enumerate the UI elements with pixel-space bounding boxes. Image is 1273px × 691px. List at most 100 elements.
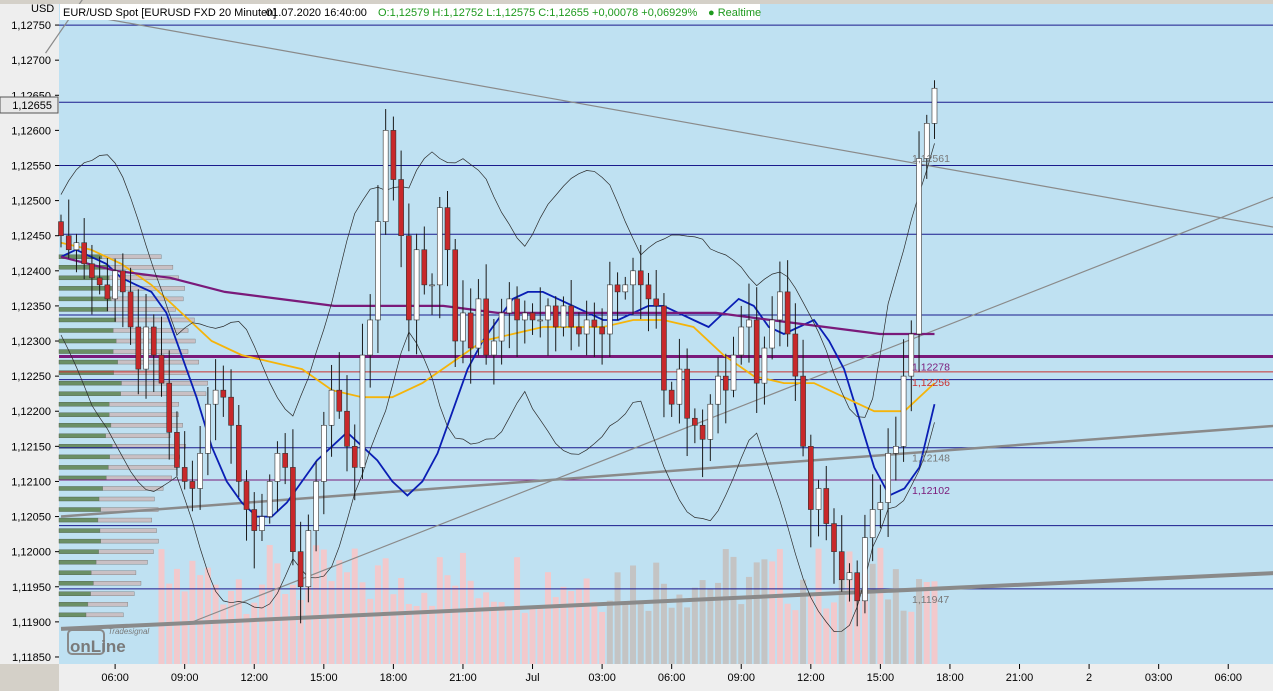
candle-down[interactable]	[243, 481, 250, 510]
candle-down[interactable]	[614, 284, 621, 293]
candle-down[interactable]	[668, 389, 675, 405]
candle-up[interactable]	[777, 291, 783, 321]
candle-up[interactable]	[607, 284, 613, 335]
candle-up[interactable]	[815, 488, 822, 510]
candle-down[interactable]	[336, 389, 343, 412]
candle-down[interactable]	[150, 326, 157, 356]
candle-down[interactable]	[351, 446, 358, 468]
candle-down[interactable]	[421, 249, 428, 286]
candle-down[interactable]	[684, 368, 690, 419]
candle-down[interactable]	[529, 312, 536, 321]
candle-down[interactable]	[251, 509, 258, 531]
candle-down[interactable]	[96, 277, 103, 286]
candle-down[interactable]	[661, 305, 667, 391]
candle-up[interactable]	[436, 207, 443, 286]
candle-up[interactable]	[537, 319, 544, 322]
candle-down[interactable]	[637, 270, 644, 286]
candle-up[interactable]	[893, 446, 899, 454]
candle-up[interactable]	[916, 158, 922, 335]
candle-up[interactable]	[305, 530, 312, 588]
candle-down[interactable]	[297, 551, 304, 588]
candle-down[interactable]	[228, 396, 234, 426]
candle-down[interactable]	[591, 319, 598, 328]
candle-down[interactable]	[831, 523, 837, 552]
candle-up[interactable]	[846, 572, 853, 581]
candle-down[interactable]	[406, 235, 412, 321]
candle-down[interactable]	[645, 284, 652, 300]
candle-up[interactable]	[112, 270, 118, 300]
price-axis[interactable]	[0, 4, 59, 664]
candle-up[interactable]	[923, 123, 930, 159]
candle-up[interactable]	[676, 368, 683, 405]
candle-down[interactable]	[514, 298, 520, 321]
candle-up[interactable]	[375, 221, 381, 321]
candle-down[interactable]	[120, 270, 126, 293]
candle-up[interactable]	[862, 537, 868, 602]
candle-up[interactable]	[367, 319, 374, 356]
candle-up[interactable]	[869, 509, 876, 538]
candle-up[interactable]	[313, 481, 319, 531]
candle-up[interactable]	[931, 87, 938, 124]
candle-down[interactable]	[290, 467, 296, 552]
candle-down[interactable]	[444, 207, 451, 251]
candle-down[interactable]	[568, 305, 574, 328]
candle-up[interactable]	[506, 298, 513, 314]
candle-up[interactable]	[908, 333, 915, 377]
candle-up[interactable]	[498, 312, 505, 342]
candle-up[interactable]	[328, 389, 335, 426]
candle-up[interactable]	[707, 403, 714, 440]
candle-down[interactable]	[127, 291, 134, 328]
candle-down[interactable]	[282, 453, 288, 468]
candle-up[interactable]	[761, 347, 768, 384]
candle-down[interactable]	[784, 291, 791, 335]
candle-down[interactable]	[65, 235, 72, 251]
candle-down[interactable]	[89, 263, 95, 279]
candle-up[interactable]	[205, 403, 211, 454]
candle-down[interactable]	[158, 354, 165, 384]
candle-down[interactable]	[390, 130, 397, 180]
candle-down[interactable]	[808, 446, 814, 510]
candle-up[interactable]	[413, 249, 420, 321]
candle-up[interactable]	[321, 424, 327, 482]
candle-up[interactable]	[259, 516, 265, 531]
trendline[interactable]	[60, 10, 1273, 229]
candle-down[interactable]	[135, 326, 142, 370]
candle-down[interactable]	[81, 242, 87, 265]
candle-down[interactable]	[452, 249, 459, 342]
candle-up[interactable]	[622, 284, 629, 293]
candle-down[interactable]	[181, 467, 188, 482]
candle-up[interactable]	[583, 319, 590, 335]
candle-down[interactable]	[58, 221, 64, 237]
trendline[interactable]	[60, 571, 1273, 631]
candle-down[interactable]	[576, 326, 582, 335]
candle-down[interactable]	[235, 424, 242, 482]
candles[interactable]	[58, 80, 938, 627]
candle-down[interactable]	[699, 424, 706, 440]
candle-up[interactable]	[885, 453, 891, 503]
candle-up[interactable]	[266, 481, 273, 517]
candle-down[interactable]	[800, 375, 806, 447]
candle-down[interactable]	[753, 319, 760, 384]
candle-down[interactable]	[792, 333, 799, 377]
trendline[interactable]	[60, 424, 1273, 518]
trendline[interactable]	[192, 194, 1273, 623]
candle-down[interactable]	[189, 481, 196, 489]
candle-up[interactable]	[359, 354, 366, 468]
candle-down[interactable]	[722, 375, 729, 391]
time-axis[interactable]	[59, 664, 1273, 691]
candle-up[interactable]	[746, 319, 752, 328]
candle-up[interactable]	[491, 340, 497, 356]
candle-up[interactable]	[738, 326, 745, 356]
candle-down[interactable]	[599, 326, 605, 335]
candle-down[interactable]	[838, 551, 845, 581]
candle-down[interactable]	[398, 179, 404, 237]
candle-up[interactable]	[545, 305, 551, 321]
candle-up[interactable]	[274, 453, 281, 482]
candle-up[interactable]	[212, 389, 219, 405]
candle-down[interactable]	[344, 410, 350, 447]
candle-down[interactable]	[104, 284, 111, 300]
candle-up[interactable]	[475, 298, 482, 349]
candle-up[interactable]	[730, 354, 737, 391]
candle-down[interactable]	[653, 298, 660, 307]
candle-up[interactable]	[715, 375, 721, 405]
